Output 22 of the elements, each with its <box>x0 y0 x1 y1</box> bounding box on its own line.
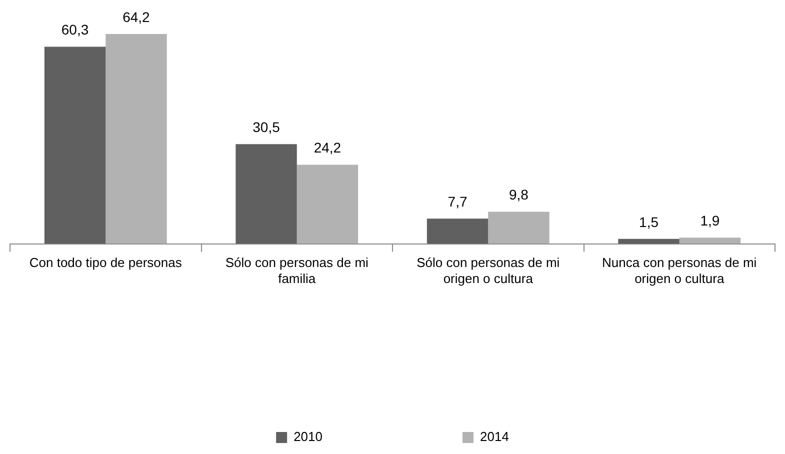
data-label: 60,3 <box>61 22 89 38</box>
bar <box>618 238 680 244</box>
data-label: 1,5 <box>639 214 659 230</box>
data-label: 64,2 <box>122 8 150 25</box>
bar <box>426 218 488 244</box>
bar <box>679 238 741 244</box>
data-label: 7,7 <box>448 193 468 210</box>
data-label: 30,5 <box>252 118 280 135</box>
bar <box>106 34 167 244</box>
x-tick-label: Con todo tipo de personas <box>29 255 182 270</box>
bar <box>236 144 297 244</box>
legend-label: 2010 <box>294 429 322 444</box>
x-tick-label: Nunca con personas de mi origen o cultura <box>602 255 757 286</box>
bar <box>44 46 106 244</box>
data-label: 9,8 <box>508 186 529 203</box>
x-tick-label: Sólo con personas de mi familia <box>225 255 369 286</box>
x-tick-label: Sólo con personas de mi origen o cultura <box>416 255 560 286</box>
bar <box>296 164 358 244</box>
data-label: 24,2 <box>314 140 342 156</box>
data-label: 1,9 <box>700 212 720 228</box>
legend-label: 2014 <box>480 429 509 444</box>
bar <box>488 212 550 244</box>
